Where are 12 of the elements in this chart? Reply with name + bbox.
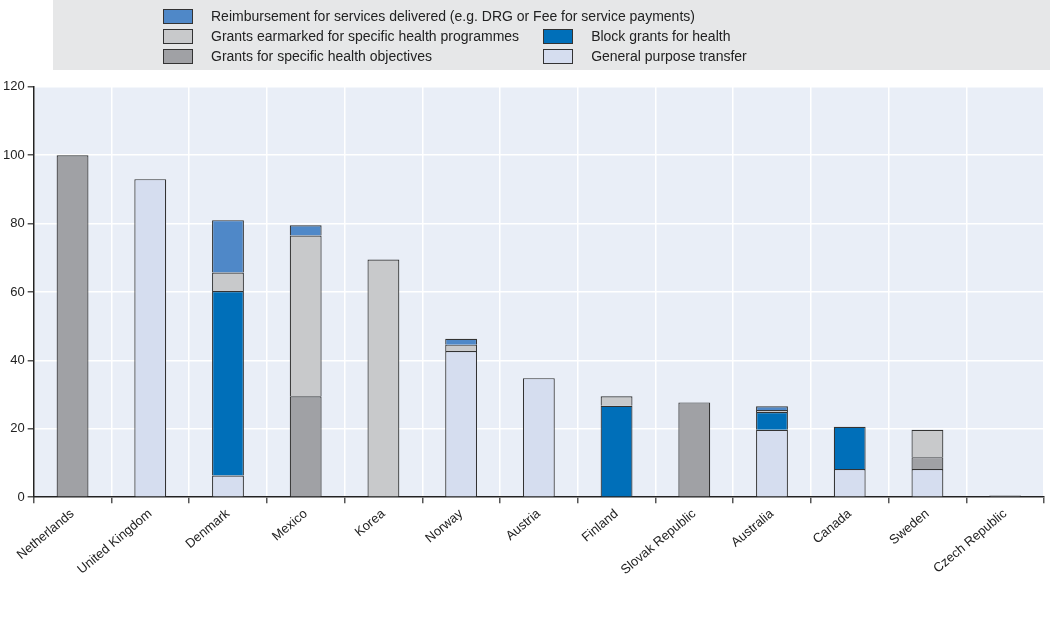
legend-label: Grants earmarked for specific health programmes: [211, 28, 520, 44]
y-tick-label: 100: [2, 146, 25, 162]
legend-label: General purpose transfer: [591, 48, 747, 64]
legend-label: Grants for specific health objectives: [211, 48, 432, 64]
y-tick-label: 0: [17, 488, 25, 504]
y-tick-label: 20: [10, 420, 25, 436]
legend-label: Reimbursement for services delivered (e.g. DRG or Fee for service payments): [211, 8, 695, 24]
y-tick-label: 120: [2, 78, 25, 94]
y-tick-label: 60: [10, 283, 25, 299]
y-tick-label: 40: [10, 351, 25, 367]
legend-label: Block grants for health: [591, 28, 731, 44]
y-tick-label: 80: [10, 215, 25, 231]
